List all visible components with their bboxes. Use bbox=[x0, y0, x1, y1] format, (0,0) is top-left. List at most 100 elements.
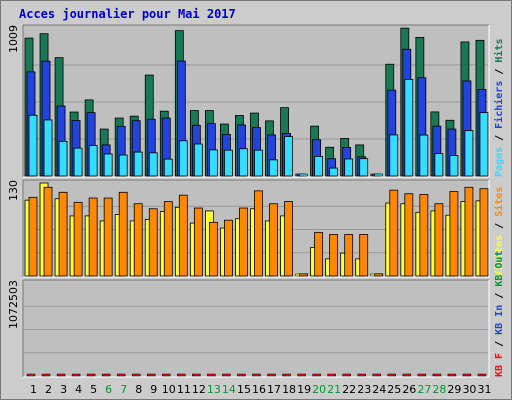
chart-title: Acces journalier pour Mai 2017 bbox=[19, 7, 236, 21]
x-tick-label: 27 bbox=[417, 383, 431, 396]
bar-kbf bbox=[147, 373, 156, 377]
x-tick-label: 18 bbox=[282, 383, 296, 396]
bar-kbf bbox=[432, 373, 442, 377]
x-tick-label: 10 bbox=[162, 383, 176, 396]
bar-pages bbox=[103, 153, 113, 177]
x-tick-label: 7 bbox=[120, 383, 127, 396]
x-tick-label: 2 bbox=[45, 383, 52, 396]
x-tick-label: 26 bbox=[402, 383, 416, 396]
bar-pages bbox=[314, 156, 324, 177]
bar-sites bbox=[314, 231, 324, 277]
y-max-label: 1009 bbox=[7, 25, 20, 53]
bar-kbf bbox=[312, 373, 321, 377]
bar-kbf bbox=[462, 373, 472, 377]
panel-kbf: 1072503 KB F / KB In / KB Out bbox=[7, 251, 505, 378]
legend-entry: KB In bbox=[494, 305, 505, 335]
bar-kbf bbox=[327, 373, 336, 377]
bar-pages bbox=[269, 159, 278, 177]
x-tick-label: 11 bbox=[177, 383, 191, 396]
bar-kbf bbox=[357, 373, 366, 377]
bar-kbf bbox=[177, 373, 186, 377]
legend-entry: KB F bbox=[494, 353, 505, 377]
bar-kbf bbox=[207, 373, 216, 377]
bar-pages bbox=[419, 134, 429, 177]
bar-pages bbox=[178, 140, 188, 177]
bar-pages bbox=[479, 112, 489, 177]
bar-pages bbox=[88, 145, 98, 177]
bar-sites bbox=[103, 197, 113, 277]
bar-sites bbox=[329, 234, 339, 277]
x-tick-label: 17 bbox=[267, 383, 281, 396]
bar-kbf bbox=[387, 373, 397, 377]
x-tick-label: 9 bbox=[150, 383, 157, 396]
bar-pages bbox=[133, 151, 143, 177]
bar-kbf bbox=[477, 373, 487, 377]
legend-entry: / bbox=[494, 63, 505, 81]
bar-sites bbox=[464, 186, 474, 277]
bar-sites bbox=[344, 234, 354, 277]
bar-sites bbox=[374, 273, 384, 277]
legend-entry: Visites bbox=[493, 235, 505, 277]
bar-pages bbox=[254, 149, 263, 177]
legend-visits-sites: Visites / Sites bbox=[493, 187, 505, 277]
bar-pages bbox=[344, 158, 354, 177]
x-tick-label: 12 bbox=[192, 383, 206, 396]
bar-pages bbox=[434, 153, 444, 177]
legend-entry: Fichiers bbox=[493, 81, 505, 129]
bar-kbf bbox=[447, 373, 457, 377]
x-tick-label: 4 bbox=[75, 383, 82, 396]
bar-sites bbox=[389, 189, 399, 277]
bar-kbf bbox=[342, 373, 351, 377]
bar-sites bbox=[148, 208, 158, 277]
bar-kbf bbox=[372, 373, 381, 377]
bar-kbf bbox=[131, 373, 141, 377]
legend-kbf: KB F / KB In / KB Out bbox=[494, 251, 505, 377]
bar-pages bbox=[329, 167, 339, 177]
bar-kbf bbox=[282, 373, 291, 377]
x-tick-label: 22 bbox=[342, 383, 356, 396]
bar-sites bbox=[208, 221, 218, 277]
bar-sites bbox=[479, 188, 489, 277]
bar-pages bbox=[73, 147, 83, 177]
bar-kbf bbox=[252, 373, 261, 377]
x-tick-label: 14 bbox=[222, 383, 236, 396]
bar-pages bbox=[148, 152, 158, 177]
x-tick-label: 20 bbox=[312, 383, 326, 396]
bar-sites bbox=[284, 201, 293, 277]
panel-visits-sites: 130 Visites / Sites bbox=[7, 179, 505, 278]
bar-kbf bbox=[402, 373, 412, 377]
x-tick-label: 8 bbox=[135, 383, 142, 396]
bar-kbf bbox=[101, 373, 111, 377]
bar-sites bbox=[359, 234, 369, 277]
x-tick-label: 31 bbox=[477, 383, 491, 396]
bar-kbf bbox=[297, 373, 306, 377]
x-tick-label: 15 bbox=[237, 383, 251, 396]
bar-sites bbox=[88, 197, 98, 277]
bar-kbf bbox=[417, 373, 427, 377]
bar-pages bbox=[389, 134, 399, 177]
x-tick-label: 5 bbox=[90, 383, 97, 396]
bar-kbf bbox=[71, 373, 81, 377]
bar-pages bbox=[58, 140, 68, 177]
bar-sites bbox=[178, 194, 188, 277]
bar-sites bbox=[239, 207, 248, 277]
bar-sites bbox=[73, 201, 83, 277]
legend-entry: Hits bbox=[493, 39, 505, 63]
bar-sites bbox=[269, 203, 278, 277]
bar-pages bbox=[224, 149, 233, 177]
legend-entry: / bbox=[494, 217, 505, 235]
bar-pages bbox=[28, 114, 38, 177]
legend-entry: / bbox=[494, 287, 505, 305]
bar-sites bbox=[118, 191, 128, 277]
y-max-label: 1072503 bbox=[7, 280, 20, 329]
bar-kbf bbox=[116, 373, 126, 377]
legend-entry: Pages bbox=[494, 147, 505, 177]
legend-entry: KB Out bbox=[494, 251, 505, 287]
x-tick-label: 24 bbox=[372, 383, 386, 396]
bar-kbf bbox=[26, 373, 36, 377]
bar-pages bbox=[374, 173, 383, 177]
bar-kbf bbox=[192, 373, 201, 377]
bar-sites bbox=[58, 191, 68, 277]
x-tick-label: 25 bbox=[387, 383, 401, 396]
bar-sites bbox=[28, 196, 38, 277]
